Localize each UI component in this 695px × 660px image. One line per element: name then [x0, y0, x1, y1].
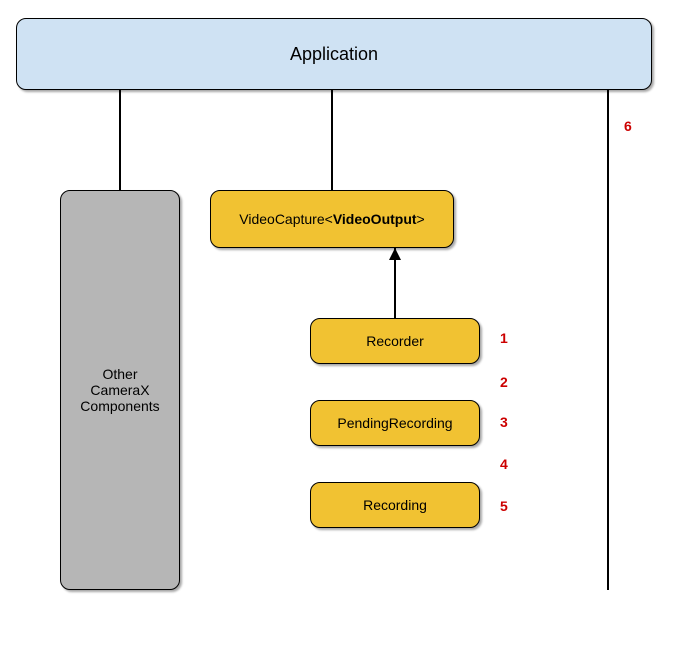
- application-label: Application: [290, 44, 378, 65]
- recorder-label: Recorder: [366, 333, 424, 349]
- step-number-2: 2: [500, 374, 508, 390]
- recording-box: Recording: [310, 482, 480, 528]
- other-camerax-components-label: Other CameraX Components: [80, 366, 159, 414]
- step-number-5: 5: [500, 498, 508, 514]
- step-number-1: 1: [500, 330, 508, 346]
- video-capture-label: VideoCapture<VideoOutput>: [239, 211, 424, 227]
- application-box: Application: [16, 18, 652, 90]
- pending-recording-box: PendingRecording: [310, 400, 480, 446]
- pending-recording-label: PendingRecording: [337, 415, 452, 431]
- step-number-6: 6: [624, 118, 632, 134]
- recording-label: Recording: [363, 497, 427, 513]
- step-number-4: 4: [500, 456, 508, 472]
- recorder-box: Recorder: [310, 318, 480, 364]
- video-capture-box: VideoCapture<VideoOutput>: [210, 190, 454, 248]
- step-number-3: 3: [500, 414, 508, 430]
- other-camerax-components-box: Other CameraX Components: [60, 190, 180, 590]
